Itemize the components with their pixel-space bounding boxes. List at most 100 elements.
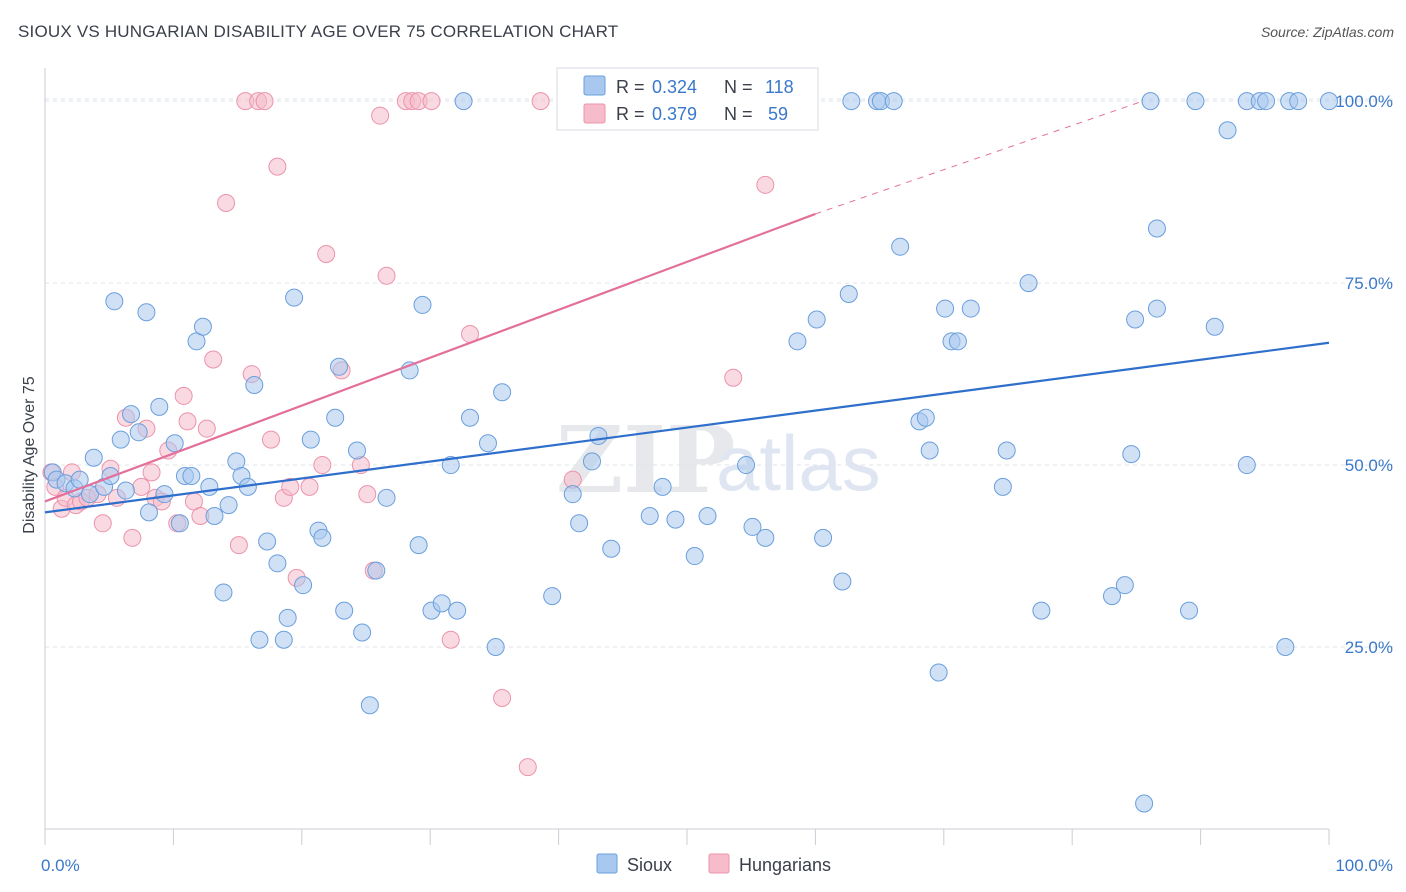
sioux-point bbox=[432, 594, 451, 613]
y-tick-label: 75.0% bbox=[1345, 274, 1393, 293]
hungarian-point bbox=[422, 92, 441, 111]
sioux-trend-line bbox=[44, 341, 1330, 514]
sioux-point bbox=[833, 572, 852, 591]
hungarian-point bbox=[493, 688, 512, 707]
hungarian-point bbox=[204, 350, 223, 369]
sioux-point bbox=[640, 507, 659, 526]
sioux-point bbox=[170, 514, 189, 533]
hungarian-point bbox=[93, 514, 112, 533]
sioux-point bbox=[214, 583, 233, 602]
y-tick-label: 50.0% bbox=[1345, 456, 1393, 475]
hungarian-point bbox=[313, 456, 332, 475]
hungarian-point bbox=[261, 430, 280, 449]
legend-box: R = 0.324 N = 118 R = 0.379 N = 59 bbox=[556, 67, 819, 131]
sioux-point bbox=[1257, 92, 1276, 111]
hungarian-point bbox=[217, 194, 236, 213]
sioux-point bbox=[1180, 601, 1199, 620]
sioux-point bbox=[330, 357, 349, 376]
sioux-point bbox=[916, 408, 935, 427]
sioux-point bbox=[1019, 274, 1038, 293]
hungarian-point bbox=[197, 419, 216, 438]
sioux-point bbox=[948, 332, 967, 351]
hungarian-point bbox=[281, 477, 300, 496]
sioux-point bbox=[1032, 601, 1051, 620]
sioux-point bbox=[441, 456, 460, 475]
y-tick-label: 100.0% bbox=[1335, 92, 1393, 111]
legend-r-value-1: 0.324 bbox=[652, 77, 697, 97]
sioux-point bbox=[140, 503, 159, 522]
sioux-point bbox=[111, 430, 130, 449]
sioux-point bbox=[936, 299, 955, 318]
sioux-point bbox=[105, 292, 124, 311]
sioux-point bbox=[367, 561, 386, 580]
bottom-legend-swatch-sioux bbox=[596, 853, 618, 874]
bottom-legend-hungarians: Hungarians bbox=[739, 855, 831, 875]
sioux-point bbox=[582, 452, 601, 471]
sioux-point bbox=[193, 317, 212, 336]
sioux-point bbox=[129, 423, 148, 442]
sioux-point bbox=[461, 408, 480, 427]
sioux-point bbox=[993, 477, 1012, 496]
x-tick-labels: 0.0% 100.0% bbox=[41, 856, 1393, 875]
hungarian-point bbox=[756, 175, 775, 194]
sioux-point bbox=[891, 237, 910, 256]
sioux-point bbox=[1205, 317, 1224, 336]
sioux-point bbox=[122, 405, 141, 424]
bottom-legend: Sioux Hungarians bbox=[596, 853, 831, 875]
hungarian-point bbox=[300, 477, 319, 496]
sioux-point bbox=[961, 299, 980, 318]
sioux-point bbox=[182, 466, 201, 485]
y-axis-title: Disability Age Over 75 bbox=[21, 376, 38, 534]
sioux-point bbox=[1147, 219, 1166, 238]
hungarian-point bbox=[317, 244, 336, 263]
sioux-point bbox=[1237, 456, 1256, 475]
hungarian-point bbox=[518, 758, 537, 777]
hungarian-point bbox=[377, 266, 396, 285]
bottom-legend-sioux: Sioux bbox=[627, 855, 672, 875]
sioux-point bbox=[294, 576, 313, 595]
sioux-point bbox=[698, 507, 717, 526]
legend-n-label-1: N = bbox=[724, 77, 753, 97]
sioux-point bbox=[1103, 587, 1122, 606]
sioux-point bbox=[685, 547, 704, 566]
sioux-point bbox=[348, 441, 367, 460]
sioux-point bbox=[1218, 121, 1237, 140]
bottom-legend-swatch-hungarians bbox=[708, 853, 730, 874]
hungarian-point bbox=[441, 630, 460, 649]
sioux-point bbox=[920, 441, 939, 460]
sioux-point bbox=[1147, 299, 1166, 318]
sioux-point bbox=[116, 481, 135, 500]
sioux-point bbox=[313, 528, 332, 547]
hungarian-trend-line bbox=[44, 212, 816, 503]
hungarian-point bbox=[371, 106, 390, 125]
sioux-point bbox=[413, 295, 432, 314]
sioux-point bbox=[353, 623, 372, 642]
hungarian-point bbox=[268, 157, 287, 176]
hungarian-point bbox=[531, 92, 550, 111]
sioux-point bbox=[1122, 445, 1141, 464]
hungarian-point bbox=[255, 92, 274, 111]
hungarian-point bbox=[358, 485, 377, 504]
sioux-point bbox=[756, 528, 775, 547]
sioux-point bbox=[335, 601, 354, 620]
sioux-point bbox=[377, 488, 396, 507]
sioux-point bbox=[1126, 310, 1145, 329]
legend-r-label-2: R = bbox=[616, 104, 645, 124]
y-tick-label: 25.0% bbox=[1345, 638, 1393, 657]
sioux-point bbox=[84, 448, 103, 467]
sioux-point bbox=[478, 434, 497, 453]
sioux-point bbox=[1135, 794, 1154, 813]
sioux-point bbox=[245, 375, 264, 394]
hungarian-point bbox=[132, 477, 151, 496]
sioux-point bbox=[842, 92, 861, 111]
sioux-point bbox=[274, 630, 293, 649]
data-points bbox=[42, 92, 1338, 813]
sioux-point bbox=[326, 408, 345, 427]
y-tick-labels: 25.0% 50.0% 75.0% 100.0% bbox=[1335, 92, 1393, 657]
sioux-point bbox=[839, 285, 858, 304]
sioux-point bbox=[454, 92, 473, 111]
x-tick-label-min: 0.0% bbox=[41, 856, 80, 875]
legend-swatch-sioux bbox=[583, 75, 606, 96]
legend-n-value-2: 59 bbox=[768, 104, 788, 124]
sioux-point bbox=[155, 485, 174, 504]
